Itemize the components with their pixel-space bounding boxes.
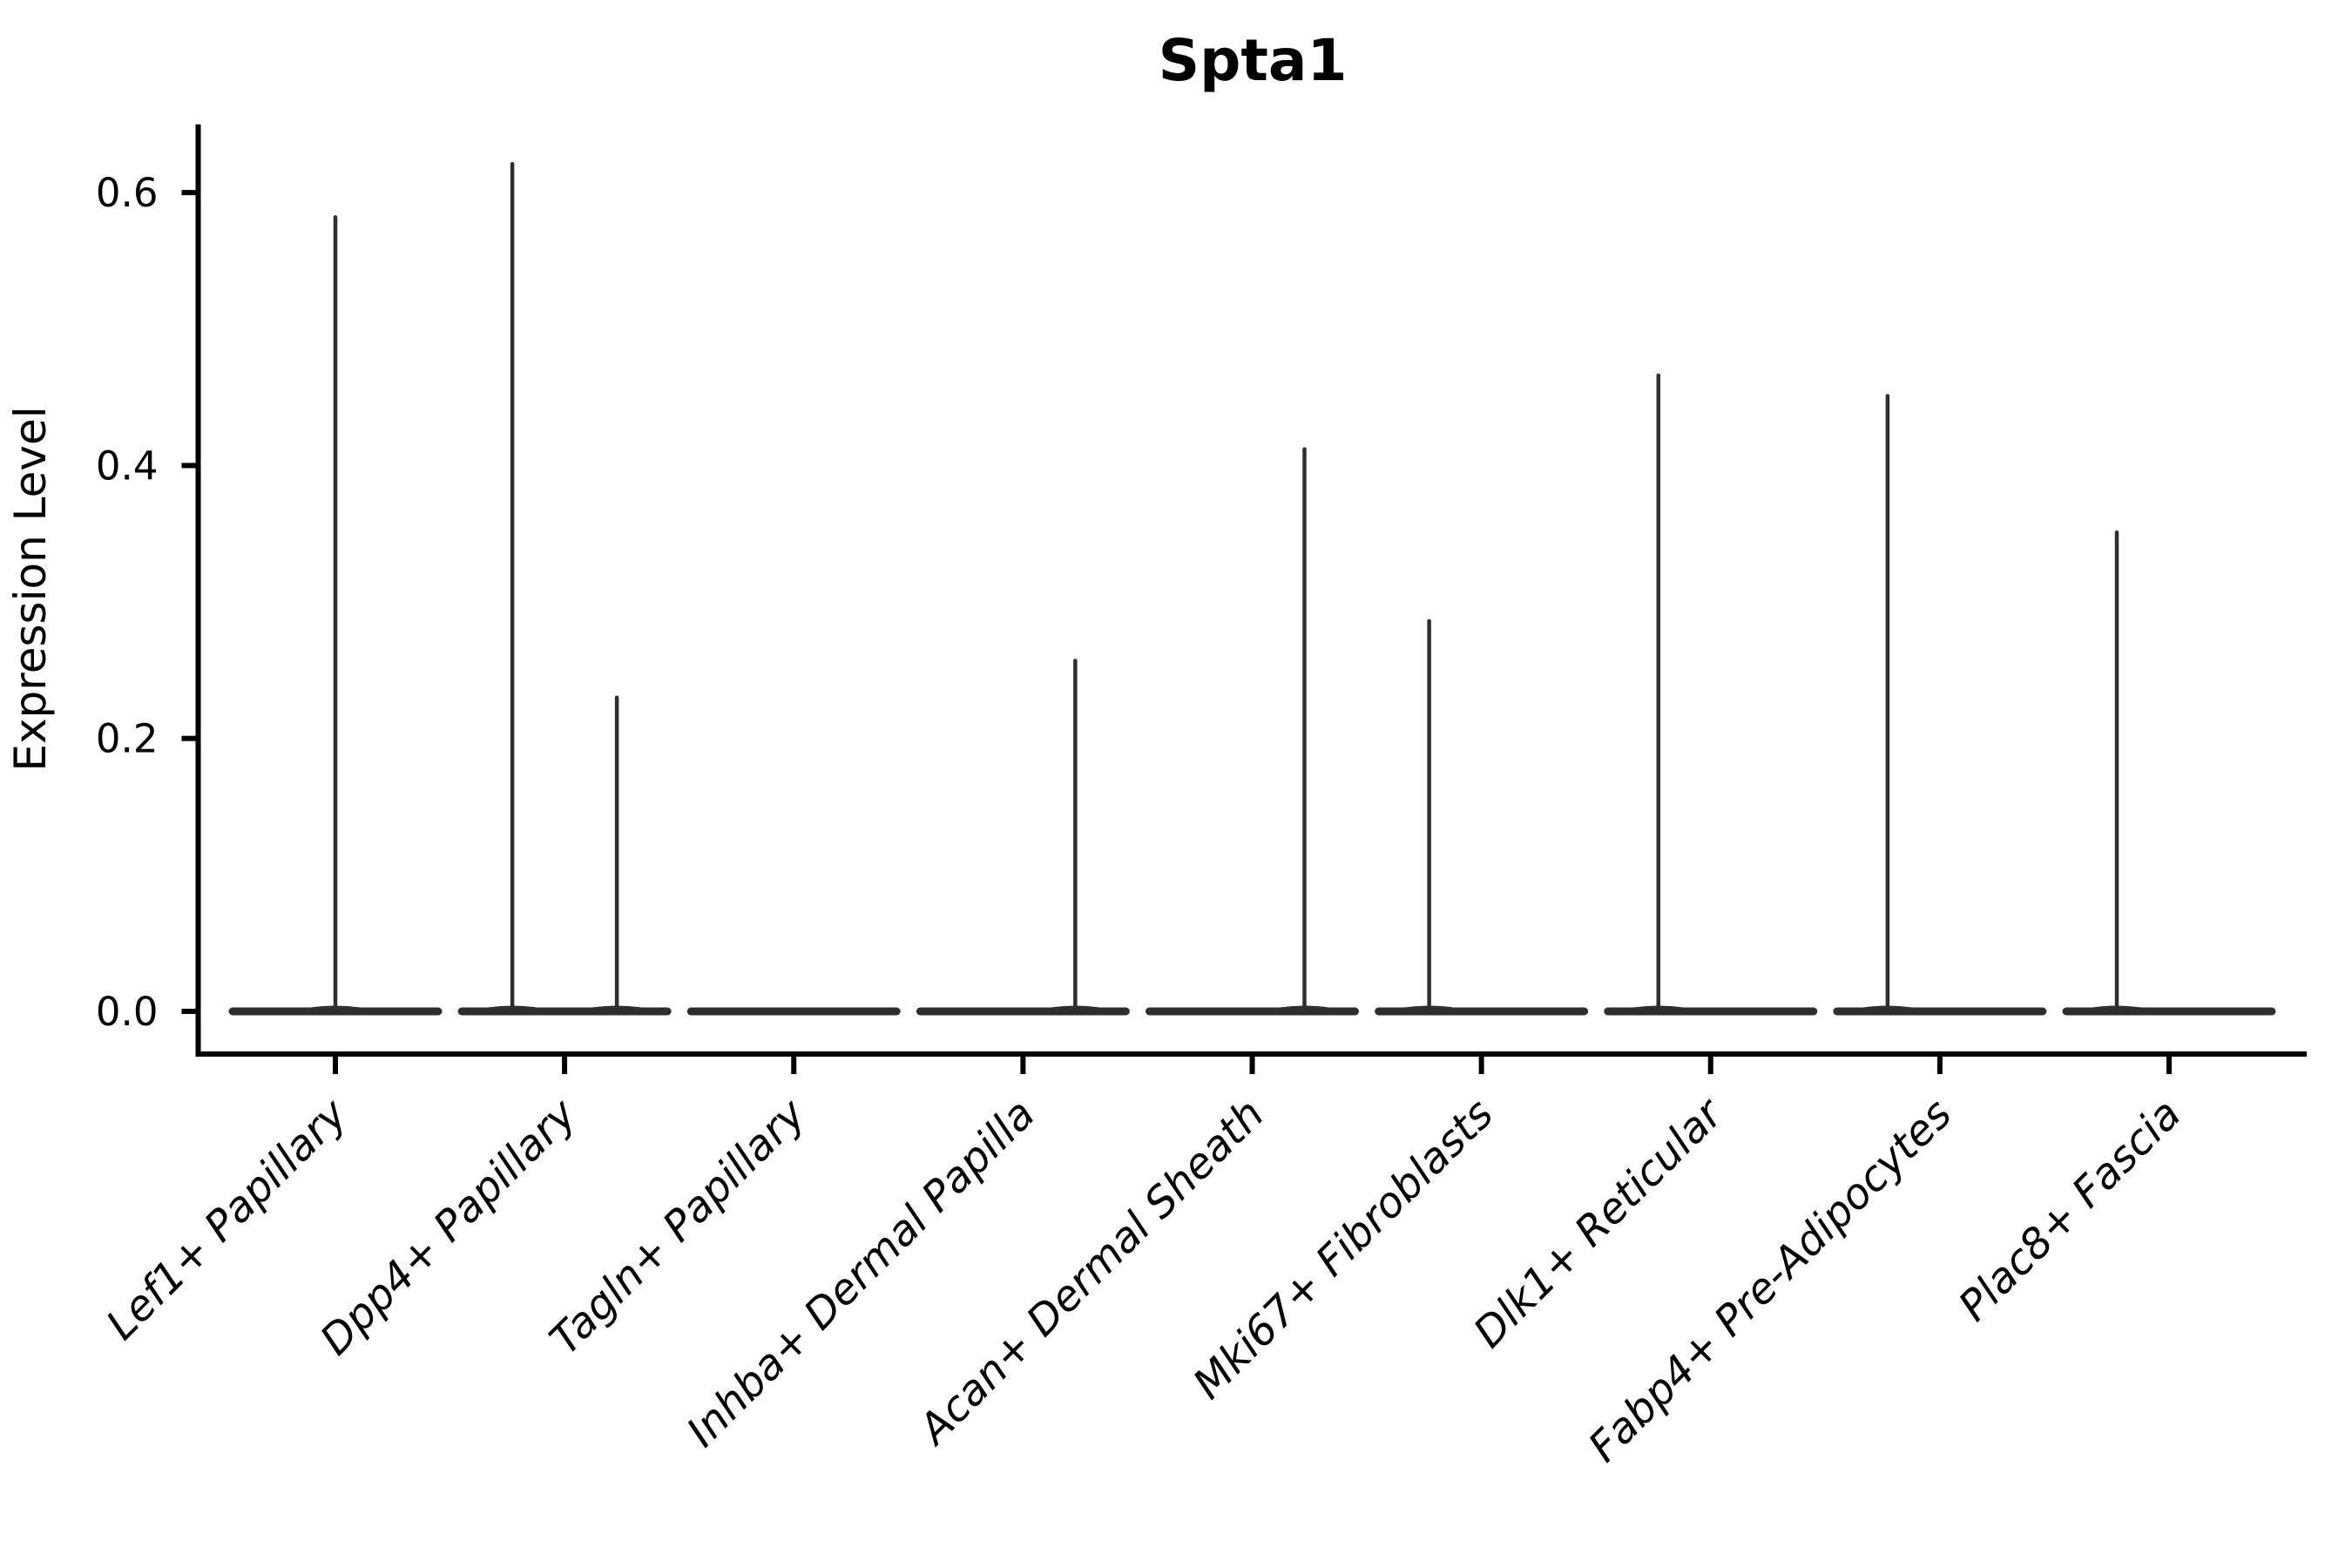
category-label: Plac8+ Fascia — [1950, 1090, 2191, 1331]
category-label: Dpp4+ Papillary — [311, 1089, 586, 1364]
violin — [1146, 447, 1359, 1016]
violin — [1833, 394, 2047, 1016]
category-label: Lef1+ Papillary — [97, 1089, 357, 1349]
violin — [228, 215, 443, 1016]
violin — [1375, 618, 1589, 1016]
plot-title: Spta1 — [1159, 27, 1348, 94]
category-label: Tagln+ Papillary — [541, 1089, 816, 1364]
category-label: Dlk1+ Reticular — [1464, 1088, 1734, 1358]
y-tick-label: 0.4 — [96, 443, 159, 489]
violin — [1604, 373, 1818, 1016]
category-label: Fabp4+ Pre-Adipocytes — [1579, 1090, 1962, 1472]
y-tick-label: 0.2 — [96, 716, 159, 762]
y-tick-group: 0.0 0.2 0.4 0.6 — [96, 170, 196, 1035]
violin — [916, 659, 1130, 1016]
y-tick-label: 0.6 — [96, 170, 159, 216]
axes — [195, 124, 2307, 1057]
y-axis-label: Expression Level — [5, 406, 56, 771]
violins-group — [228, 161, 2276, 1016]
violin — [2062, 530, 2276, 1016]
y-tick-label: 0.0 — [96, 989, 159, 1035]
violin — [457, 161, 672, 1016]
